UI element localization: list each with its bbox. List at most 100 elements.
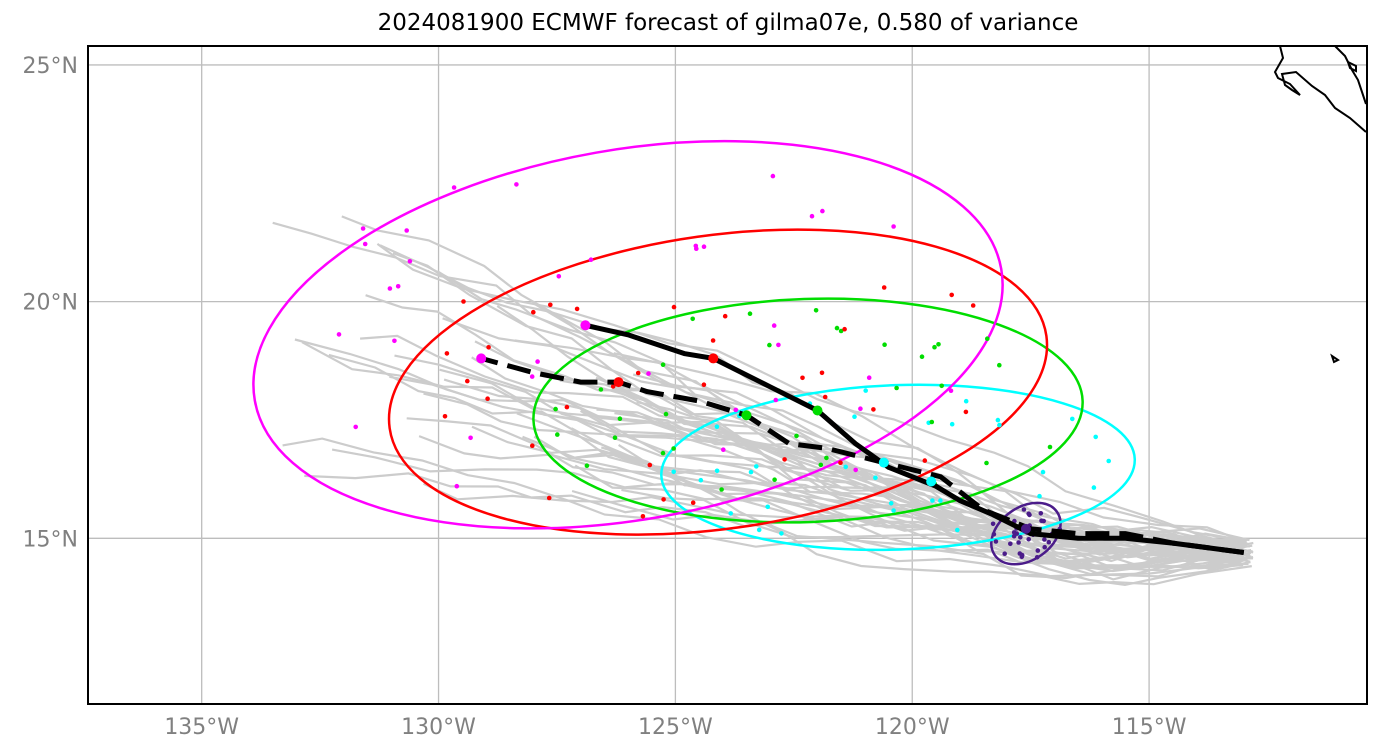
ensemble-position-dot: [985, 336, 990, 342]
ensemble-position-dot: [938, 498, 943, 503]
ensemble-position-dot: [671, 304, 677, 310]
ensemble-position-dot: [932, 344, 937, 350]
mean-position-marker: [580, 320, 591, 331]
ensemble-position-dot: [1037, 493, 1042, 499]
mean-position-marker: [1020, 523, 1031, 534]
ensemble-position-dot: [771, 323, 777, 328]
ensemble-position-dot: [486, 345, 491, 350]
mean-position-marker: [613, 377, 624, 388]
lon-tick-label: 135°W: [164, 715, 239, 740]
ensemble-position-dot: [617, 416, 623, 422]
ensemble-position-dot: [822, 394, 828, 400]
ensemble-position-dot: [1008, 541, 1013, 547]
ensemble-position-dot: [794, 433, 799, 439]
ensemble-position-dot: [465, 378, 470, 384]
ensemble-position-dot: [779, 531, 784, 536]
ensemble-position-dot: [546, 495, 552, 501]
ensemble-position-dot: [647, 462, 653, 468]
ensemble-position-dot: [894, 385, 899, 391]
ensemble-position-dot: [838, 328, 844, 334]
ensemble-position-dot: [584, 463, 590, 469]
ensemble-position-dot: [555, 432, 560, 437]
ensemble-track: [394, 354, 1245, 571]
ensemble-position-dot: [1035, 548, 1041, 553]
mean-position-marker: [741, 410, 752, 421]
ensemble-position-dot: [1026, 537, 1031, 542]
ensemble-track: [632, 373, 1242, 555]
lat-tick-label: 25°N: [23, 54, 78, 79]
ensemble-position-dot: [813, 308, 819, 313]
uncertainty-ellipse: [660, 383, 1137, 552]
plot-frame: [87, 45, 1368, 705]
ensemble-track: [595, 376, 1254, 577]
ensemble-position-dot: [529, 374, 535, 379]
ensemble-position-dot: [1002, 551, 1007, 556]
lat-tick-label: 20°N: [23, 291, 78, 316]
ensemble-position-dot: [1042, 544, 1047, 550]
ensemble-position-dot: [800, 375, 805, 381]
ensemble-track: [282, 437, 1249, 578]
ensemble-position-dot: [564, 404, 570, 410]
ensemble-position-dot: [454, 483, 460, 489]
ensemble-position-dot: [548, 302, 553, 308]
ensemble-position-dot: [531, 309, 536, 315]
ensemble-position-dot: [930, 498, 935, 503]
ensemble-position-dot: [535, 359, 540, 364]
mean-position-marker: [926, 476, 937, 487]
ensemble-position-dot: [404, 228, 410, 233]
uncertainty-ellipse: [252, 139, 1004, 530]
lon-tick-label: 130°W: [401, 715, 476, 740]
mean-tracks: [476, 320, 1245, 555]
ensemble-position-dot: [754, 464, 759, 469]
uncertainty-ellipses: [252, 139, 1137, 566]
ensemble-position-dot: [722, 313, 728, 319]
ensemble-position-dot: [1018, 535, 1023, 540]
ensemble-position-dot: [1070, 416, 1075, 422]
mean-position-marker: [708, 353, 719, 364]
ensemble-position-dot: [997, 422, 1002, 428]
ensemble-position-dot: [852, 414, 857, 420]
ensemble-position-dot: [919, 354, 925, 360]
ensemble-position-dot: [772, 477, 777, 483]
coastline: [1273, 45, 1367, 364]
ensemble-position-dot: [993, 539, 999, 544]
ensemble-position-dot: [922, 458, 928, 463]
ensemble-position-dot: [468, 435, 473, 441]
ensemble-position-dot: [990, 521, 996, 527]
island-a: [1346, 60, 1357, 73]
ensemble-position-dot: [719, 487, 724, 492]
mean-position-marker: [476, 353, 487, 364]
ensemble-position-dot: [765, 504, 770, 510]
ensemble-position-dot: [1093, 434, 1098, 440]
ensemble-position-dot: [671, 469, 676, 475]
ensemble-position-dot: [748, 469, 754, 475]
ensemble-position-dot: [1016, 540, 1021, 545]
ensemble-track: [392, 252, 1254, 563]
ensemble-position-dot: [891, 224, 896, 229]
ensemble-position-dot: [948, 388, 954, 394]
ensemble-position-dot: [444, 351, 450, 356]
map-title: 2024081900 ECMWF forecast of gilma07e, 0…: [377, 10, 1079, 36]
ensemble-position-dot: [929, 419, 935, 425]
ensemble-track: [376, 243, 1239, 547]
ensemble-position-dot: [701, 244, 707, 249]
ensemble-position-dot: [714, 424, 720, 430]
ensemble-position-dot: [690, 500, 696, 506]
ensemble-position-dot: [818, 462, 824, 468]
ensemble-position-dot: [392, 338, 397, 344]
ensemble-position-dot: [407, 259, 413, 264]
ensemble-position-dot: [963, 398, 969, 404]
ensemble-position-dot: [1034, 555, 1040, 560]
mean-position-marker: [812, 405, 823, 416]
lon-tick-label: 125°W: [638, 715, 713, 740]
ensemble-position-dot: [694, 246, 699, 251]
ensemble-track: [406, 417, 1247, 553]
ensemble-position-dot: [1091, 485, 1097, 490]
ensemble-position-dot: [714, 468, 720, 474]
ensemble-position-dot: [663, 411, 669, 417]
grid-lines: [88, 46, 1367, 704]
ensemble-position-dot: [336, 332, 342, 337]
baja-coastline: [1273, 45, 1367, 133]
ensemble-position-dot: [939, 383, 944, 389]
ensemble-position-dot: [776, 342, 781, 348]
